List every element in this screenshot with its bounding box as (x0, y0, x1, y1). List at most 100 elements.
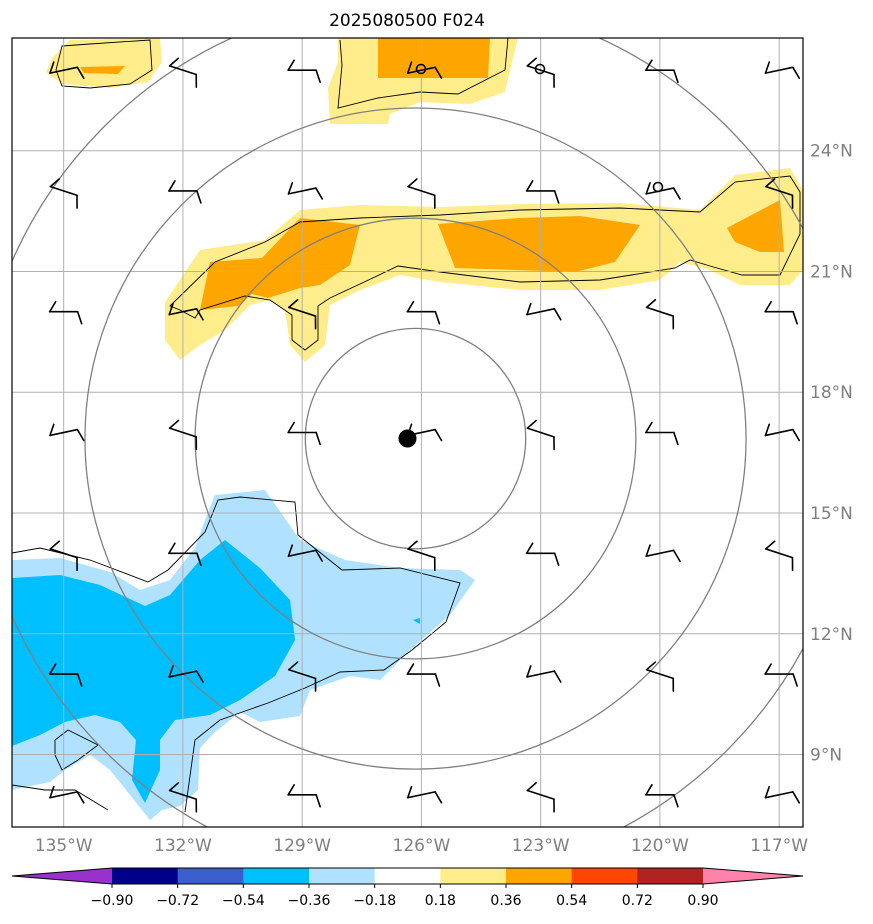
wind-barb (526, 419, 555, 451)
wind-barb (288, 661, 317, 692)
wind-barb (407, 178, 436, 209)
wind-barb (406, 61, 443, 79)
wind-barb (168, 419, 198, 451)
wind-barb (645, 544, 681, 563)
wind-barb (526, 302, 562, 321)
range-ring (194, 217, 637, 660)
latitude-label: 12°N (810, 625, 853, 645)
longitude-label: 126°W (393, 836, 451, 856)
colorbar-tick-label: −0.54 (222, 893, 265, 909)
wind-barb (406, 785, 443, 804)
wind-barb (645, 298, 675, 330)
wind-barb (525, 180, 560, 204)
wind-barb (765, 178, 794, 209)
range-rings (12, 38, 803, 827)
longitude-label: 129°W (273, 836, 331, 856)
wind-barb (168, 302, 204, 321)
contour-lines (12, 38, 801, 813)
map-title: 2025080500 F024 (329, 11, 485, 31)
colorbar-swatch (637, 868, 704, 884)
wind-barb (287, 421, 321, 446)
map-frame (11, 37, 804, 828)
wind-barb (406, 663, 441, 687)
latitude-label: 9°N (810, 746, 842, 766)
wind-barb (49, 540, 78, 572)
longitude-labels: 135°W 132°W 129°W 126°W 123°W 120°W 117°W (35, 836, 808, 856)
positive-field-band-core-east (727, 200, 784, 252)
wind-barb (49, 61, 85, 79)
wind-barb (525, 542, 560, 567)
latitude-labels: 24°N 21°N 18°N 15°N 12°N 9°N (810, 142, 853, 766)
wind-barb (287, 783, 321, 808)
colorbar-swatch (177, 868, 244, 884)
wind-barb (526, 57, 555, 88)
colorbar-tick-label: −0.72 (156, 893, 199, 909)
negative-field-spot (413, 618, 420, 624)
latitude-label: 18°N (810, 383, 853, 403)
wind-barb (168, 782, 198, 813)
positive-field-north-core (378, 38, 490, 78)
colorbar-tick-label: 0.54 (556, 893, 587, 909)
colorbar-extend-high (703, 868, 803, 884)
wind-barb (406, 300, 441, 325)
colorbar-swatch (374, 868, 441, 884)
colorbar-tick-label: 0.90 (687, 893, 718, 909)
wind-barb (287, 544, 324, 563)
colorbar-swatch (112, 868, 179, 884)
wind-barb (49, 423, 85, 442)
wind-barb (645, 421, 679, 446)
colorbar-tick-label: −0.18 (353, 893, 396, 909)
wind-barb (645, 661, 675, 692)
map-area (12, 38, 803, 827)
wind-barb (526, 665, 562, 683)
colorbar: −0.90 −0.72 −0.54 −0.36 −0.18 0.18 0.36 0.54 0.7… (11, 867, 804, 909)
station-markers (415, 63, 664, 193)
range-ring (84, 107, 747, 770)
colorbar-swatch (309, 868, 376, 884)
latitude-label: 15°N (810, 504, 853, 524)
wind-barb (407, 540, 436, 572)
colorbar-extend-low (12, 868, 112, 884)
wind-barb (645, 783, 679, 808)
wind-barb (49, 785, 85, 804)
wind-barb (168, 665, 204, 683)
wind-barb (764, 663, 798, 687)
station-marker (652, 181, 664, 193)
colorbar-swatch (506, 868, 573, 884)
longitude-label: 132°W (154, 836, 212, 856)
colorbar-swatch (440, 868, 507, 884)
latitude-label: 21°N (810, 262, 853, 282)
wind-barb (764, 785, 801, 804)
positive-field-nw-core (80, 66, 125, 74)
station-marker (534, 63, 546, 75)
longitude-label: 123°W (512, 836, 570, 856)
colorbar-tick-label: 0.36 (490, 893, 521, 909)
longitude-label: 135°W (35, 836, 93, 856)
wind-barb (168, 542, 202, 567)
latitude-label: 24°N (810, 142, 853, 162)
wind-barb (168, 180, 202, 204)
wind-barb (49, 178, 78, 209)
colorbar-swatch (571, 868, 638, 884)
wind-barb (764, 61, 801, 79)
wind-barb (764, 423, 801, 442)
colorbar-tick-label: −0.36 (288, 893, 331, 909)
colorbar-swatch (243, 868, 310, 884)
wind-barb (526, 782, 555, 813)
wind-barb (287, 59, 321, 84)
wind-barb (288, 298, 317, 330)
wind-barb (765, 540, 794, 572)
colorbar-tick-label: 0.72 (622, 893, 653, 909)
colorbar-tick-label: 0.18 (425, 893, 456, 909)
storm-center-marker (398, 429, 417, 448)
wind-barb (287, 182, 324, 200)
negative-field-sw-core (12, 540, 295, 803)
longitude-label: 117°W (750, 836, 808, 856)
wind-barb (48, 300, 83, 325)
station-marker (415, 63, 427, 75)
positive-field-nw (46, 38, 162, 88)
range-ring (304, 327, 527, 550)
wind-barb (645, 59, 679, 84)
longitude-label: 120°W (631, 836, 689, 856)
